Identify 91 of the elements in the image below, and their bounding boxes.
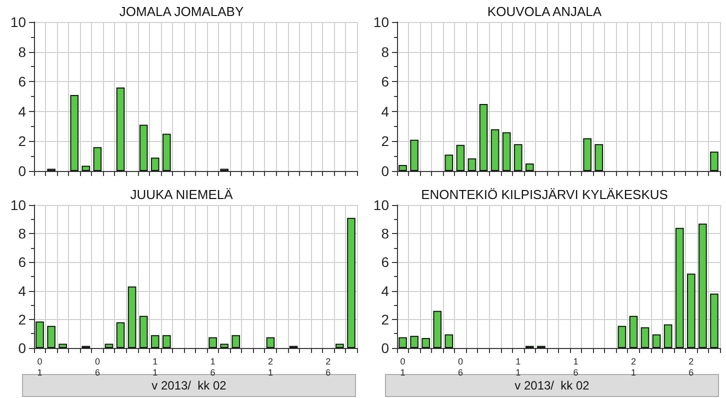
bar: [139, 316, 148, 348]
bar: [410, 140, 418, 171]
bar: [594, 144, 604, 171]
y-tick-label: 4: [18, 282, 26, 299]
y-tick-label: 6: [18, 74, 26, 90]
bar: [162, 134, 171, 171]
y-tick-label: 4: [381, 103, 390, 120]
bar: [162, 335, 171, 348]
bar: [232, 335, 240, 348]
bar: [93, 147, 102, 171]
bar: [116, 88, 125, 171]
bar: [710, 152, 718, 171]
y-tick-label: 10: [10, 197, 26, 213]
chart-title: KOUVOLA ANJALA: [487, 4, 602, 19]
bar: [490, 129, 500, 171]
bar: [36, 322, 44, 348]
bar: [640, 327, 650, 348]
bar: [468, 158, 476, 171]
bar: [128, 286, 136, 348]
bar: [456, 144, 465, 171]
bar: [150, 335, 160, 348]
y-tick-label: 2: [18, 311, 26, 328]
bar: [70, 95, 79, 171]
bar: [444, 154, 454, 171]
bar: [652, 334, 661, 348]
y-tick-label: 2: [381, 311, 390, 328]
x-axis-title: v 2013/ kk 02: [152, 378, 227, 392]
x-tick-label: 26: [688, 356, 694, 378]
y-tick-label: 6: [18, 254, 26, 270]
bar: [479, 104, 488, 171]
y-tick-label: 4: [381, 282, 390, 299]
x-tick-label: 16: [210, 356, 216, 378]
bar: [502, 132, 511, 171]
x-tick-label: 06: [458, 356, 463, 378]
y-tick-label: 6: [381, 74, 390, 90]
y-tick-label: 8: [18, 226, 26, 242]
x-tick-label: 01: [37, 356, 42, 378]
bar: [698, 224, 707, 348]
y-tick-label: 4: [18, 103, 26, 120]
x-axis-title: v 2013/ kk 02: [514, 378, 590, 392]
bar: [664, 324, 672, 348]
bar: [104, 344, 114, 348]
y-tick-label: 10: [373, 14, 390, 30]
y-tick-label: 10: [373, 197, 390, 213]
chart-title: JUUKA NIEMELÄ: [130, 187, 234, 202]
bar: [398, 337, 407, 348]
bar: [266, 337, 275, 348]
y-tick-label: 0: [18, 163, 26, 179]
chart-title: JOMALA JOMALABY: [119, 4, 244, 19]
bar: [116, 322, 125, 348]
bar: [82, 166, 90, 171]
bar: [618, 326, 626, 348]
x-tick-label: 01: [400, 356, 406, 378]
y-tick-label: 2: [18, 133, 26, 150]
bar: [347, 218, 356, 348]
y-tick-label: 6: [381, 254, 390, 270]
y-tick-label: 10: [10, 14, 26, 30]
x-tick-label: 16: [573, 356, 578, 378]
y-tick-label: 8: [381, 226, 390, 242]
bar: [422, 338, 430, 348]
y-tick-label: 2: [381, 133, 390, 150]
bar: [583, 138, 592, 171]
x-tick-label: 06: [94, 356, 100, 378]
bar: [526, 164, 534, 171]
x-tick-label: 11: [152, 356, 158, 378]
x-tick-label: 21: [268, 356, 273, 378]
bar: [58, 344, 67, 348]
bar: [336, 344, 344, 348]
bar: [433, 310, 442, 348]
bar: [139, 124, 148, 171]
y-tick-label: 0: [381, 163, 390, 179]
bar: [710, 294, 718, 348]
x-tick-label: 21: [630, 356, 636, 378]
chart-title: ENONTEKIÖ KILPISJÄRVI KYLÄKESKUS: [421, 187, 668, 202]
bar: [444, 334, 454, 348]
bar: [675, 228, 684, 348]
bar: [514, 144, 522, 171]
bar: [208, 337, 217, 348]
y-tick-label: 8: [381, 44, 390, 60]
y-tick-label: 0: [18, 340, 26, 356]
bar: [220, 344, 228, 348]
bar: [410, 336, 418, 348]
bar: [47, 326, 56, 348]
x-tick-label: 26: [326, 356, 331, 378]
bar: [150, 158, 160, 171]
bar: [629, 316, 638, 348]
y-tick-label: 0: [381, 340, 390, 356]
bar: [398, 165, 407, 171]
x-tick-label: 11: [516, 356, 521, 378]
bar: [687, 274, 696, 348]
y-tick-label: 8: [18, 44, 26, 60]
